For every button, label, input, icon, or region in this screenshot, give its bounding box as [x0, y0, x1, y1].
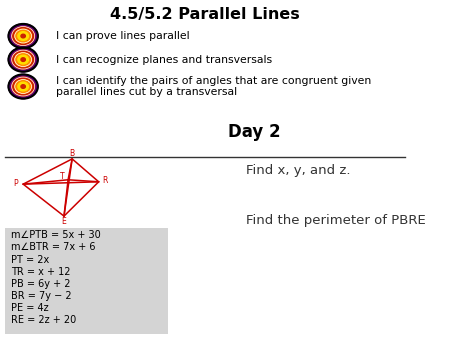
- Circle shape: [15, 80, 32, 93]
- Text: PE = 4z: PE = 4z: [11, 303, 49, 313]
- Text: T: T: [60, 172, 65, 181]
- Circle shape: [18, 32, 28, 41]
- Text: TR = x + 12: TR = x + 12: [11, 267, 70, 277]
- Circle shape: [15, 29, 32, 43]
- Text: RE = 2z + 20: RE = 2z + 20: [11, 315, 76, 325]
- Text: I can recognize planes and transversals: I can recognize planes and transversals: [56, 55, 272, 65]
- Circle shape: [21, 85, 25, 88]
- Text: R: R: [103, 176, 108, 185]
- Text: I can prove lines parallel: I can prove lines parallel: [56, 31, 189, 41]
- Text: PB = 6y + 2: PB = 6y + 2: [11, 279, 70, 289]
- Text: m∠BTR = 7x + 6: m∠BTR = 7x + 6: [11, 242, 95, 252]
- Circle shape: [12, 50, 35, 69]
- Text: BR = 7y − 2: BR = 7y − 2: [11, 291, 72, 301]
- Text: I can identify the pairs of angles that are congruent given
parallel lines cut b: I can identify the pairs of angles that …: [56, 76, 371, 97]
- Text: Day 2: Day 2: [228, 123, 280, 141]
- Circle shape: [9, 47, 38, 72]
- Circle shape: [21, 34, 25, 38]
- Circle shape: [9, 74, 38, 99]
- Text: P: P: [14, 179, 18, 188]
- Circle shape: [9, 24, 38, 48]
- Circle shape: [18, 82, 28, 91]
- Circle shape: [21, 58, 25, 62]
- Text: Find the perimeter of PBRE: Find the perimeter of PBRE: [246, 214, 425, 227]
- FancyBboxPatch shape: [5, 228, 168, 334]
- Text: Find x, y, and z.: Find x, y, and z.: [246, 164, 350, 177]
- Text: 4.5/5.2 Parallel Lines: 4.5/5.2 Parallel Lines: [110, 7, 300, 22]
- Text: m∠PTB = 5x + 30: m∠PTB = 5x + 30: [11, 230, 101, 240]
- Text: PT = 2x: PT = 2x: [11, 255, 49, 265]
- Text: E: E: [62, 217, 66, 226]
- Circle shape: [12, 77, 35, 96]
- Circle shape: [15, 53, 32, 67]
- Circle shape: [18, 55, 28, 64]
- Text: B: B: [70, 149, 75, 158]
- Circle shape: [12, 27, 35, 46]
